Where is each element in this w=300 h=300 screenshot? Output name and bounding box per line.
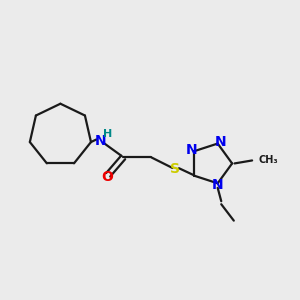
Text: H: H: [103, 130, 112, 140]
Text: CH₃: CH₃: [258, 155, 278, 166]
Text: O: O: [101, 170, 112, 184]
Text: N: N: [95, 134, 106, 148]
Text: N: N: [212, 178, 224, 192]
Text: S: S: [170, 162, 180, 176]
Text: N: N: [214, 135, 226, 149]
Text: N: N: [186, 143, 198, 157]
